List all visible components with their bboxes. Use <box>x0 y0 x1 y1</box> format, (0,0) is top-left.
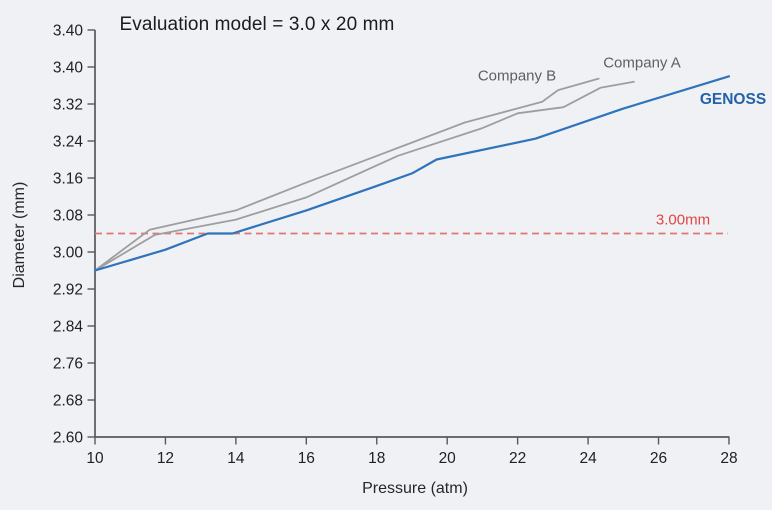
x-tick-label: 24 <box>579 450 597 467</box>
series-label-company-a: Company A <box>603 54 681 72</box>
series-line-company-a <box>94 80 635 272</box>
x-tick-label: 16 <box>298 450 315 467</box>
y-axis-title: Diameter (mm) <box>11 181 28 289</box>
y-tick-label: 2.60 <box>53 430 84 447</box>
x-tick-label: 26 <box>650 450 667 467</box>
y-tick-label: 3.24 <box>53 134 84 151</box>
y-tick-label: 3.32 <box>53 97 83 114</box>
y-tick-label: 3.40 <box>53 60 84 77</box>
series-label-company-b: Company B <box>477 67 557 85</box>
y-tick-label: 3.00 <box>53 245 84 262</box>
x-tick-label: 28 <box>720 450 737 467</box>
y-tick-label: 3.16 <box>53 171 83 188</box>
y-tick-label: 3.08 <box>53 208 83 225</box>
x-tick-label: 18 <box>368 450 385 467</box>
y-tick-label: 3.40 <box>53 23 84 40</box>
reference-line-label: 3.00mm <box>655 211 711 229</box>
y-tick-label: 2.76 <box>53 356 83 373</box>
x-tick-label: 10 <box>86 450 104 467</box>
x-tick-label: 22 <box>509 450 526 467</box>
y-tick-label: 2.84 <box>53 319 84 336</box>
series-line-genoss <box>93 75 731 272</box>
x-axis-title: Pressure (atm) <box>362 480 468 497</box>
series-line-company-b <box>94 77 600 272</box>
x-tick-label: 12 <box>157 450 174 467</box>
series-label-genoss: GENOSS <box>699 91 767 108</box>
x-tick-label: 20 <box>439 450 457 467</box>
y-tick-label: 2.92 <box>53 282 83 299</box>
x-tick-label: 14 <box>227 450 245 467</box>
chart-title: Evaluation model = 3.0 x 20 mm <box>119 14 395 35</box>
y-tick-label: 2.68 <box>53 393 83 410</box>
